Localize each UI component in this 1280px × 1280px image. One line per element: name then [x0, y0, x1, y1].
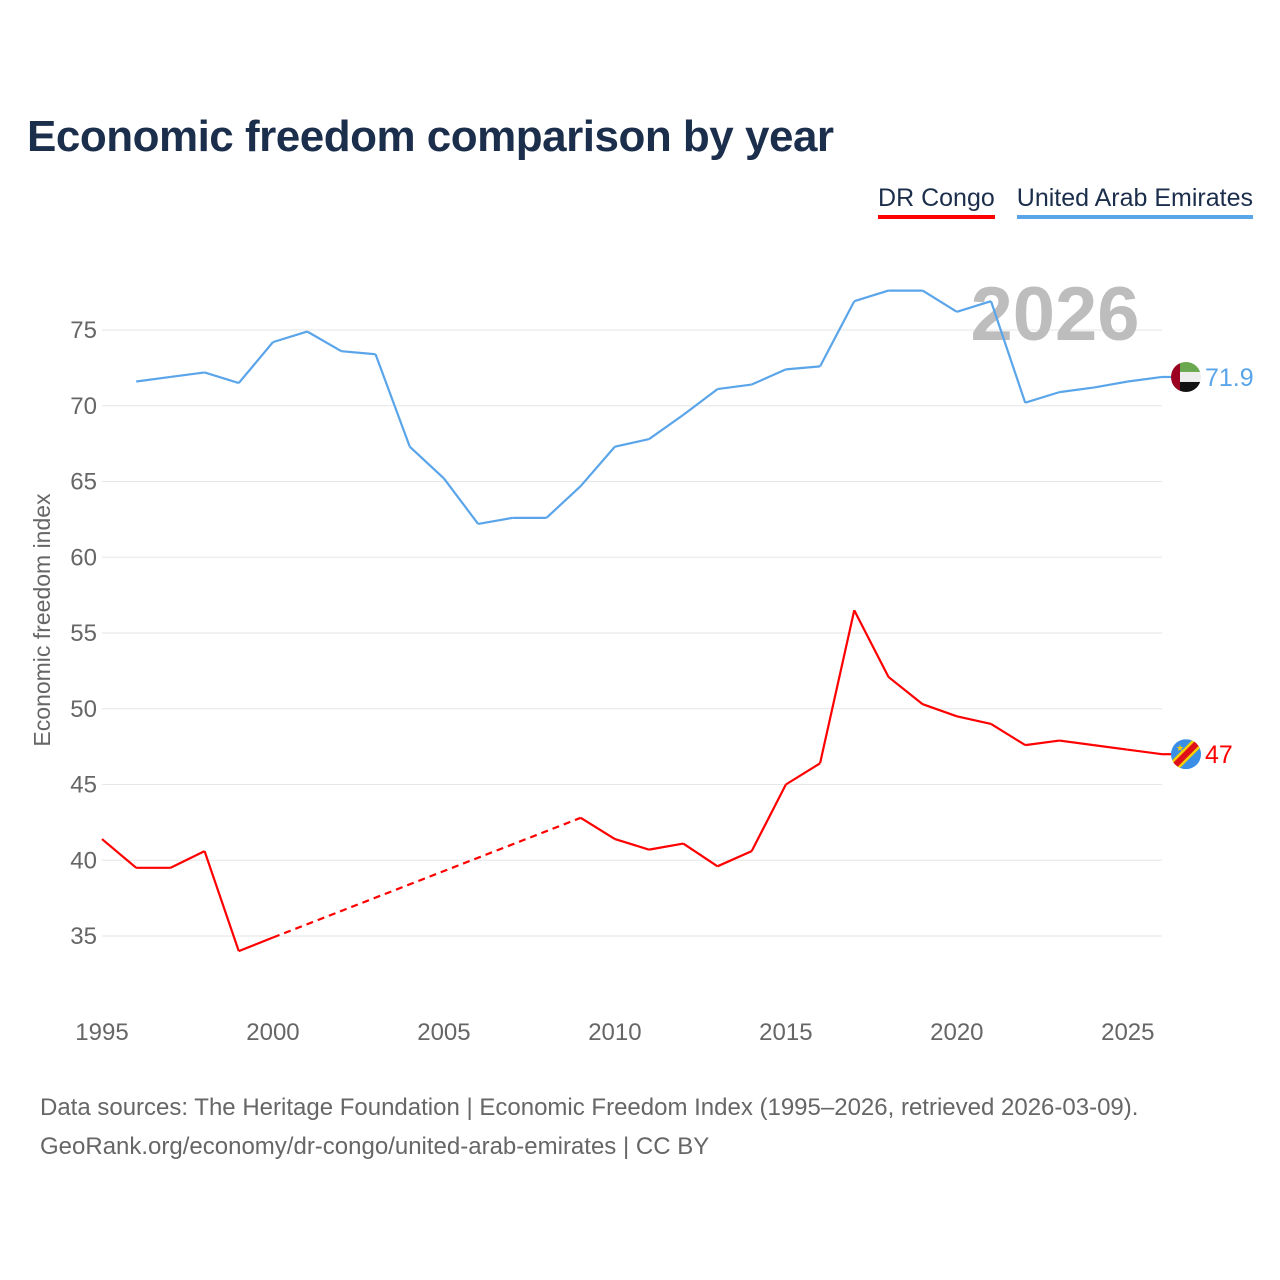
y-tick-label: 55 [70, 620, 97, 647]
year-watermark: 2026 [970, 272, 1139, 357]
series-segment-dr-congo [853, 609, 890, 678]
series-segment-dr-congo [101, 838, 137, 869]
x-tick-label: 2025 [1101, 1019, 1154, 1046]
y-tick-label: 35 [70, 923, 97, 950]
series-segment-uae [1127, 375, 1163, 383]
series-segment-dr-congo [580, 816, 616, 840]
end-value-label: 71.9 [1205, 364, 1254, 392]
svg-text:★: ★ [1176, 743, 1184, 753]
series-segment-uae [648, 413, 684, 440]
series-segment-uae [374, 353, 411, 448]
y-tick-label: 45 [70, 772, 97, 799]
series-segment-uae [237, 341, 274, 384]
x-tick-label: 2000 [246, 1019, 299, 1046]
y-tick-label: 65 [70, 469, 97, 496]
series-segment-uae [853, 289, 889, 303]
series-segment-dr-congo [750, 783, 787, 852]
series-segment-uae [682, 388, 719, 416]
y-tick-label: 40 [70, 847, 97, 874]
y-tick-label: 70 [70, 393, 97, 420]
series-segment-uae [956, 300, 992, 313]
series-segment-dr-congo [1093, 744, 1128, 751]
series-segment-uae [443, 477, 480, 525]
series-segment-dr-congo [1025, 739, 1060, 747]
end-value-label: 47 [1205, 741, 1233, 769]
series-segment-uae [1059, 386, 1094, 394]
legend: DR Congo United Arab Emirates [878, 184, 1253, 219]
x-tick-label: 1995 [75, 1019, 128, 1046]
series-segment-dr-congo [717, 850, 753, 868]
x-tick-label: 2020 [930, 1019, 983, 1046]
x-tick-label: 2005 [417, 1019, 470, 1046]
series-segment-uae [272, 330, 308, 344]
series-segment-dr-congo [956, 715, 992, 725]
x-tick-label: 2010 [588, 1019, 641, 1046]
series-segment-uae [785, 365, 821, 371]
series-segment-dr-congo [203, 850, 240, 952]
series-segment-uae [751, 368, 787, 386]
chart-title: Economic freedom comparison by year [27, 112, 834, 161]
series-segment-dr-congo [614, 837, 650, 851]
series-segment-uae [408, 445, 445, 480]
series-segment-uae [136, 375, 171, 383]
series-segment-uae [717, 383, 752, 391]
footer: Data sources: The Heritage Foundation | … [40, 1088, 1138, 1166]
y-tick-label: 50 [70, 696, 97, 723]
series-segment-uae [1024, 391, 1060, 404]
series-segment-dr-congo [785, 762, 821, 786]
series-segment-uae [204, 371, 240, 385]
y-axis-label: Economic freedom index [29, 493, 55, 747]
series-segment-dr-congo [887, 676, 924, 706]
series-segment-uae [306, 330, 342, 353]
series-segment-dr-congo [990, 722, 1026, 747]
series-segment-dr-congo [169, 850, 206, 869]
x-tick-label: 2015 [759, 1019, 812, 1046]
source-url[interactable]: GeoRank.org/economy/dr-congo/united-arab… [40, 1133, 710, 1160]
series-segment-uae [989, 300, 1027, 404]
series-segment-dr-congo [818, 610, 856, 764]
data-source: Data sources: The Heritage Foundation | … [40, 1094, 1139, 1121]
series-segment-dr-congo [1127, 748, 1163, 756]
series-segment-dr-congo [238, 936, 274, 953]
series-segment-uae [170, 371, 205, 379]
series-segment-uae [1093, 380, 1128, 389]
series-segment-uae [341, 350, 376, 356]
series-segment-dr-congo [272, 816, 582, 939]
series-segment-uae [922, 289, 958, 313]
uae-flag-icon [1171, 361, 1201, 392]
series-segment-dr-congo [1059, 739, 1094, 747]
series-segment-uae [477, 516, 513, 526]
series-segment-uae [545, 485, 582, 519]
series-segment-uae [614, 438, 650, 448]
dr-congo-flag-icon: ★ [1171, 739, 1201, 770]
series-segment-uae [819, 300, 856, 367]
y-tick-label: 75 [70, 317, 97, 344]
series-segment-dr-congo [682, 842, 719, 868]
y-tick-label: 60 [70, 544, 97, 571]
series-segment-uae [579, 445, 616, 487]
series-segment-dr-congo [648, 842, 684, 851]
legend-uae[interactable]: United Arab Emirates [1016, 184, 1253, 219]
series-segment-dr-congo [922, 703, 958, 718]
legend-dr-congo[interactable]: DR Congo [878, 184, 995, 219]
